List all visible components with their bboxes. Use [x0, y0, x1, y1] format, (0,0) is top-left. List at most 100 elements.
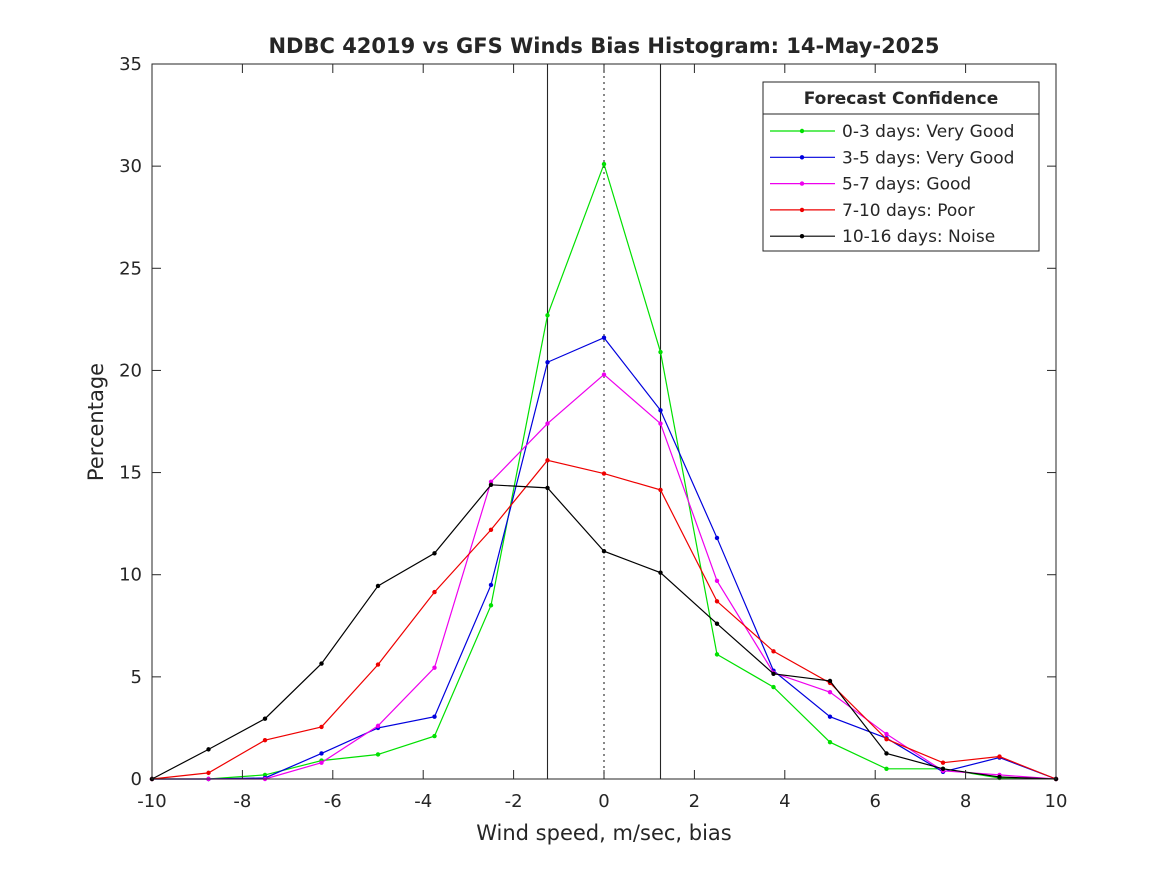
x-tick-label-9: 8	[960, 791, 971, 812]
y-tick-label-2: 10	[119, 565, 142, 586]
data-point-3-2	[262, 737, 268, 743]
data-point-4-15	[997, 774, 1002, 780]
data-point-2-4	[375, 723, 381, 729]
x-axis-ticks: -10 -8 -6 -4 -2 0 2 4 6 8 10	[137, 64, 1067, 812]
legend-marker-0	[799, 128, 805, 134]
data-point-1-6	[488, 582, 494, 588]
data-point-3-8	[601, 471, 607, 476]
data-point-4-13	[884, 751, 889, 756]
data-point-0-7	[545, 313, 550, 318]
data-point-0-2	[262, 772, 268, 778]
data-point-2-9	[658, 421, 663, 426]
legend-item-4: 10-16 days: Noise	[770, 227, 995, 247]
data-point-0-10	[714, 652, 720, 657]
data-point-3-11	[771, 649, 776, 654]
data-point-3-6	[488, 527, 494, 532]
data-point-0-6	[488, 603, 494, 608]
data-point-0-4	[375, 752, 381, 757]
legend-label-0: 0-3 days: Very Good	[842, 122, 1014, 142]
legend-marker-1	[799, 155, 805, 160]
data-point-3-15	[997, 754, 1002, 759]
x-tick-label-7: 4	[779, 791, 790, 812]
legend-items: 0-3 days: Very Good 3-5 days: Very Good 5-…	[770, 122, 1014, 247]
data-point-3-5	[432, 589, 437, 595]
data-point-4-12	[827, 678, 833, 684]
x-tick-label-3: -4	[414, 791, 432, 812]
data-point-4-2	[262, 716, 268, 721]
y-tick-label-3: 15	[119, 463, 142, 484]
data-point-0-8	[601, 161, 607, 167]
data-point-2-10	[714, 578, 720, 584]
data-point-2-13	[884, 731, 889, 737]
data-point-3-4	[375, 662, 381, 667]
data-point-1-9	[658, 408, 663, 413]
legend-label-4: 10-16 days: Noise	[842, 227, 995, 247]
data-point-4-10	[714, 621, 720, 626]
legend-item-0: 0-3 days: Very Good	[770, 122, 1014, 142]
y-tick-label-0: 0	[131, 769, 142, 790]
data-point-3-14	[940, 760, 946, 765]
x-tick-label-6: 2	[689, 791, 700, 812]
data-point-4-14	[940, 766, 946, 771]
legend: Forecast Confidence 0-3 days: Very Good 3…	[762, 81, 1040, 252]
data-point-1-12	[827, 714, 833, 719]
data-point-0-11	[771, 684, 776, 690]
data-point-4-11	[771, 671, 776, 676]
data-point-3-9	[658, 487, 663, 493]
x-tick-label-8: 6	[869, 791, 880, 812]
data-point-2-3	[319, 760, 324, 765]
data-point-2-8	[601, 372, 607, 377]
data-point-1-3	[319, 751, 324, 756]
data-point-4-5	[432, 551, 437, 556]
data-point-0-5	[432, 733, 437, 739]
x-axis-label: Wind speed, m/sec, bias	[476, 821, 732, 845]
x-tick-label-0: -10	[137, 791, 166, 812]
x-tick-label-10: 10	[1045, 791, 1068, 812]
y-tick-label-6: 30	[119, 156, 142, 177]
y-tick-label-5: 25	[119, 258, 142, 279]
legend-marker-4	[799, 234, 805, 239]
series-layer	[149, 161, 1059, 782]
data-point-3-13	[884, 736, 889, 742]
data-point-4-9	[658, 570, 663, 575]
x-tick-label-2: -6	[324, 791, 342, 812]
x-tick-label-4: -2	[505, 791, 523, 812]
legend-item-2: 5-7 days: Good	[770, 175, 971, 195]
data-point-0-9	[658, 349, 663, 355]
data-point-4-3	[319, 661, 324, 666]
data-point-0-13	[884, 766, 889, 771]
data-point-1-10	[714, 535, 720, 541]
data-point-3-7	[545, 458, 550, 463]
data-point-2-5	[432, 665, 437, 670]
data-point-3-10	[714, 599, 720, 604]
data-point-4-6	[488, 482, 494, 488]
data-point-4-8	[601, 549, 607, 554]
legend-box	[762, 81, 1040, 252]
chart-title: NDBC 42019 vs GFS Winds Bias Histogram: …	[268, 34, 939, 58]
y-tick-label-7: 35	[119, 54, 142, 75]
data-point-4-1	[206, 747, 211, 752]
legend-label-3: 7-10 days: Poor	[842, 201, 975, 221]
legend-label-2: 5-7 days: Good	[842, 175, 971, 195]
data-point-1-7	[545, 360, 550, 365]
series-4	[149, 482, 1059, 782]
legend-title: Forecast Confidence	[804, 89, 999, 109]
y-tick-label-4: 20	[119, 360, 142, 381]
data-point-0-12	[827, 740, 833, 745]
x-tick-label-1: -8	[233, 791, 251, 812]
legend-label-1: 3-5 days: Very Good	[842, 148, 1014, 168]
data-point-4-4	[375, 583, 381, 589]
legend-item-3: 7-10 days: Poor	[770, 201, 975, 221]
y-axis-ticks: 0 5 10 15 20 25 30 35	[119, 54, 1056, 790]
data-point-3-1	[206, 770, 211, 776]
data-point-1-5	[432, 714, 437, 719]
data-point-2-7	[545, 421, 550, 426]
legend-marker-3	[799, 207, 805, 213]
data-point-2-12	[827, 689, 833, 695]
x-tick-label-5: 0	[598, 791, 609, 812]
legend-item-1: 3-5 days: Very Good	[770, 148, 1014, 168]
data-point-3-3	[319, 724, 324, 730]
data-point-1-8	[601, 335, 607, 340]
y-axis-label: Percentage	[84, 363, 108, 481]
